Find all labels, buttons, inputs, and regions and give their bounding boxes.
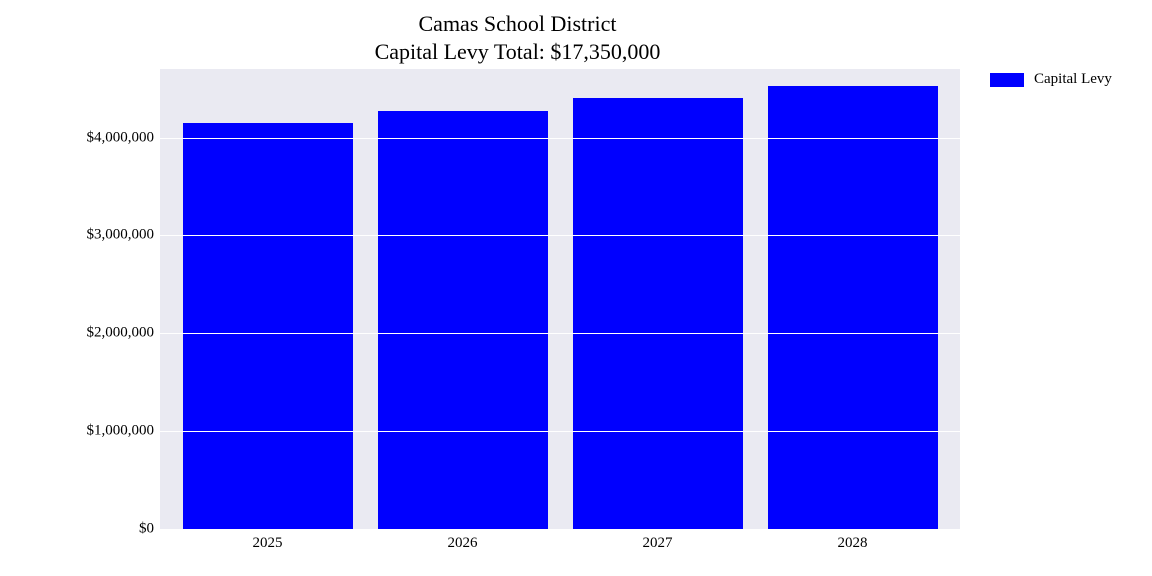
bar [573, 98, 743, 529]
plot-row: $0 $1,000,000 $2,000,000 $3,000,000 $4,000,0… [70, 69, 1140, 552]
gridline [160, 333, 960, 334]
x-axis: 2025 2026 2027 2028 [160, 529, 960, 552]
plot-area [160, 69, 960, 529]
x-tick-label: 2027 [573, 535, 743, 552]
x-tick-label: 2028 [768, 535, 938, 552]
chart-title-line1: Camas School District [70, 10, 965, 38]
legend: Capital Levy [990, 71, 1112, 88]
chart-title-block: Camas School District Capital Levy Total… [70, 10, 965, 65]
gridline [160, 138, 960, 139]
gridline [160, 235, 960, 236]
bar [183, 123, 353, 529]
gridline [160, 431, 960, 432]
y-axis: $0$1,000,000$2,000,000$3,000,000$4,000,0… [70, 69, 160, 529]
y-tick-label: $4,000,000 [87, 129, 155, 146]
chart-container: Camas School District Capital Levy Total… [70, 10, 1140, 566]
plot-column: 2025 2026 2027 2028 [160, 69, 960, 552]
y-tick-label: $1,000,000 [87, 423, 155, 440]
legend-swatch [990, 73, 1024, 87]
bar [768, 86, 938, 529]
bar [378, 111, 548, 529]
y-tick-label: $2,000,000 [87, 325, 155, 342]
legend-label: Capital Levy [1034, 71, 1112, 88]
y-tick-label: $3,000,000 [87, 227, 155, 244]
y-tick-label: $0 [139, 521, 154, 538]
plot-with-axes: $0 $1,000,000 $2,000,000 $3,000,000 $4,000,0… [70, 69, 960, 552]
x-tick-label: 2026 [378, 535, 548, 552]
chart-title-line2: Capital Levy Total: $17,350,000 [70, 38, 965, 66]
x-tick-label: 2025 [183, 535, 353, 552]
gridline [160, 529, 960, 530]
